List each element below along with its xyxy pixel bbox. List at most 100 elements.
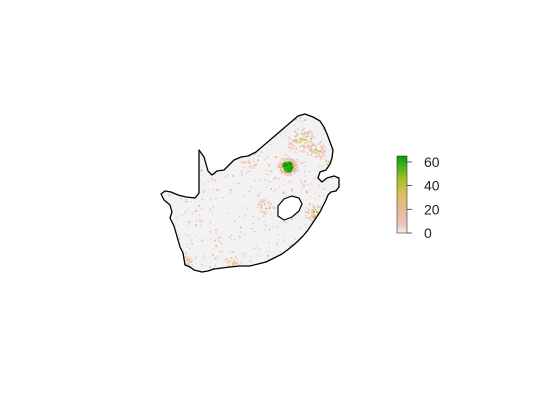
- raster-cell: [300, 181, 303, 184]
- raster-cell: [248, 150, 250, 152]
- raster-cell: [323, 211, 325, 213]
- raster-cell: [252, 271, 254, 272]
- raster-cell: [284, 131, 286, 133]
- raster-cell: [281, 123, 283, 125]
- raster-cell: [311, 134, 313, 136]
- raster-cell: [210, 160, 212, 162]
- raster-cell: [284, 154, 286, 157]
- raster-cell: [295, 139, 297, 141]
- raster-cell: [296, 164, 298, 167]
- raster-cell: [212, 189, 215, 191]
- raster-cell: [323, 240, 325, 242]
- raster-cell: [304, 139, 307, 141]
- raster-cell: [180, 265, 182, 267]
- raster-cell: [293, 167, 295, 169]
- raster-cell: [255, 163, 258, 165]
- raster-cell: [314, 208, 317, 211]
- raster-cell: [179, 196, 181, 198]
- raster-cell: [290, 143, 293, 146]
- raster-cell: [322, 133, 324, 135]
- raster-cell: [289, 245, 291, 248]
- raster-cell: [335, 120, 337, 122]
- raster-cell: [189, 257, 191, 260]
- raster-cell: [184, 189, 186, 191]
- raster-cell: [315, 149, 318, 152]
- raster-cell: [282, 191, 284, 193]
- raster-cell: [318, 230, 321, 232]
- raster-cell: [312, 217, 315, 220]
- color-legend: 0 20 40 60: [396, 154, 440, 241]
- raster-cell: [268, 242, 270, 244]
- raster-cell: [213, 173, 216, 175]
- raster-cell: [211, 177, 214, 180]
- raster-cell: [312, 204, 314, 207]
- raster-cell: [218, 236, 221, 239]
- raster-cell: [188, 264, 190, 266]
- raster-cell: [294, 164, 296, 167]
- raster-cell: [242, 162, 245, 164]
- raster-cell: [311, 144, 313, 146]
- raster-cell: [185, 200, 187, 202]
- raster-cell: [249, 135, 251, 137]
- raster-cell: [290, 158, 293, 160]
- raster-cell: [230, 268, 233, 271]
- raster-cell: [292, 160, 294, 162]
- raster-cell: [277, 166, 279, 168]
- raster-cell: [171, 237, 174, 240]
- raster-cell: [257, 150, 259, 153]
- raster-cell: [209, 198, 211, 200]
- raster-cell: [259, 267, 261, 269]
- raster-cell: [195, 134, 198, 137]
- raster-cell: [215, 232, 217, 234]
- raster-cell: [281, 170, 283, 172]
- raster-cell: [308, 209, 310, 211]
- raster-cell: [195, 137, 197, 139]
- raster-cell: [288, 164, 290, 167]
- raster-cell: [328, 238, 330, 240]
- raster-cell: [179, 173, 181, 175]
- raster-cell: [300, 137, 302, 140]
- raster-cell: [259, 203, 261, 205]
- raster-cell: [288, 160, 291, 162]
- raster-cell: [268, 129, 270, 131]
- raster-cell: [332, 214, 335, 216]
- raster-cell: [303, 151, 306, 153]
- raster-cell: [310, 266, 312, 268]
- raster-cell: [282, 256, 284, 259]
- raster-cell: [216, 156, 218, 158]
- raster-cell: [240, 226, 242, 229]
- raster-cell: [247, 159, 250, 161]
- raster-cell: [314, 148, 317, 150]
- raster-cell: [178, 254, 180, 256]
- raster-cell: [213, 134, 215, 136]
- raster-cell: [180, 259, 182, 262]
- raster-cell: [263, 211, 266, 214]
- raster-cell: [167, 125, 169, 127]
- raster-cell: [239, 215, 241, 218]
- raster-cell: [246, 172, 248, 174]
- raster-cell: [306, 133, 309, 135]
- raster-cell: [268, 228, 271, 231]
- raster-cell: [283, 161, 286, 163]
- raster-cell: [286, 167, 288, 170]
- raster-cell: [285, 160, 287, 163]
- raster-cell: [244, 252, 246, 254]
- raster-cell: [279, 156, 281, 158]
- raster-cell: [249, 156, 251, 158]
- raster-cell: [266, 173, 269, 175]
- raster-cell: [295, 161, 297, 163]
- raster-cell: [253, 153, 256, 156]
- raster-cell: [214, 239, 217, 241]
- raster-cell: [181, 135, 184, 137]
- raster-cell: [296, 134, 298, 136]
- raster-cell: [187, 221, 189, 223]
- raster-cell: [219, 153, 221, 155]
- raster-cell: [293, 170, 295, 173]
- raster-cell: [299, 145, 302, 148]
- raster-cell: [328, 161, 330, 164]
- raster-cell: [250, 228, 252, 230]
- raster-cell: [308, 131, 310, 133]
- raster-cell: [234, 256, 237, 258]
- raster-cell: [290, 147, 292, 150]
- raster-cell: [228, 236, 231, 239]
